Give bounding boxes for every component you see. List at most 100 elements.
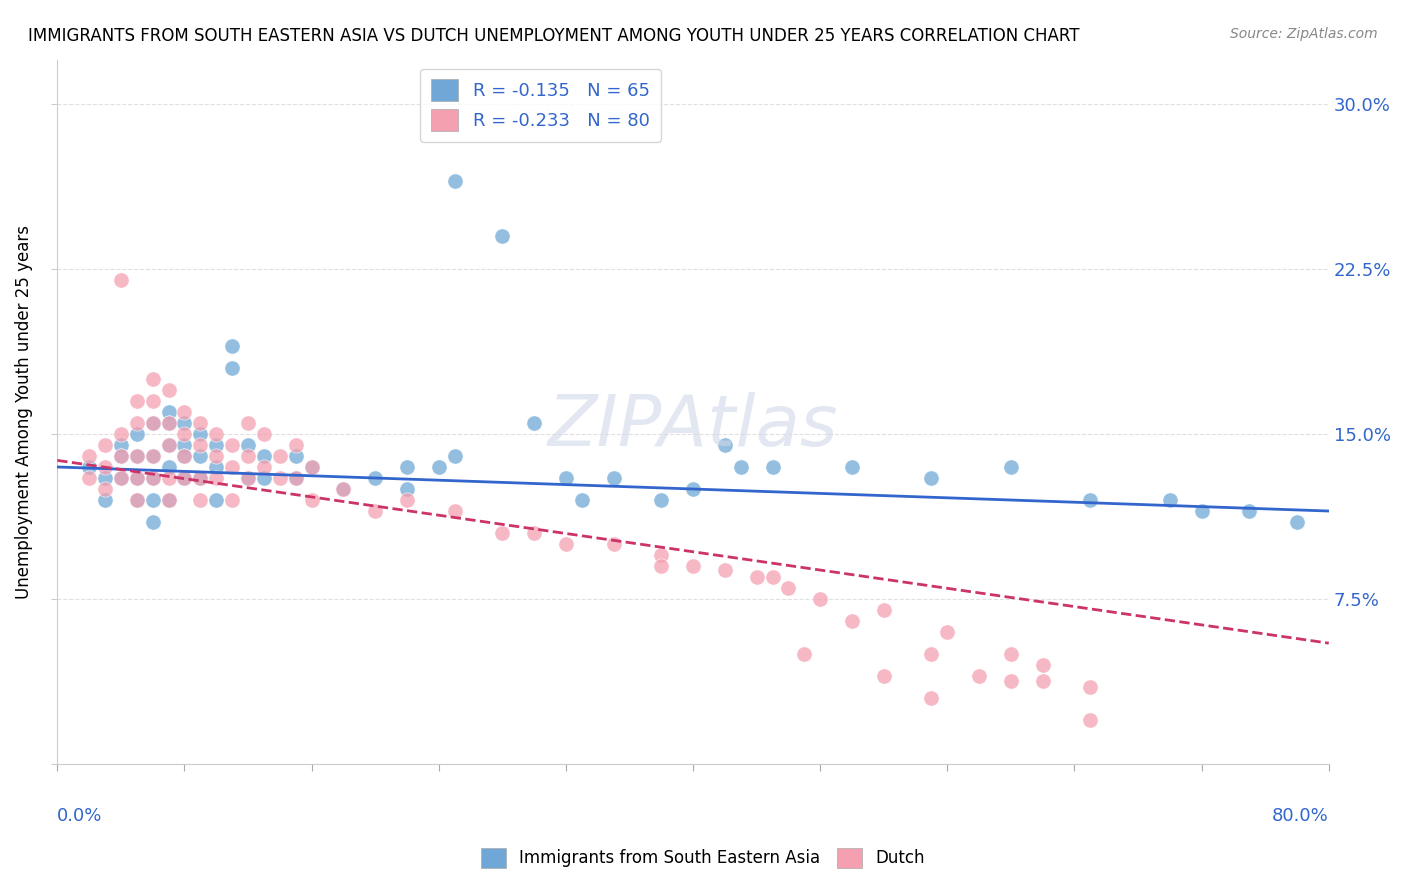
Point bbox=[395, 460, 418, 475]
Point bbox=[253, 449, 276, 463]
Point bbox=[125, 426, 148, 441]
Point bbox=[236, 438, 259, 452]
Point bbox=[188, 471, 211, 485]
Point bbox=[1000, 647, 1022, 661]
Point bbox=[142, 471, 165, 485]
Point bbox=[142, 372, 165, 386]
Point bbox=[364, 504, 387, 518]
Point bbox=[142, 493, 165, 508]
Point bbox=[761, 460, 783, 475]
Text: Source: ZipAtlas.com: Source: ZipAtlas.com bbox=[1230, 27, 1378, 41]
Point bbox=[745, 570, 768, 584]
Point bbox=[110, 471, 132, 485]
Point bbox=[443, 174, 465, 188]
Point bbox=[205, 471, 228, 485]
Point bbox=[284, 438, 307, 452]
Point bbox=[142, 416, 165, 430]
Point bbox=[157, 416, 180, 430]
Point bbox=[301, 460, 323, 475]
Point bbox=[157, 438, 180, 452]
Point bbox=[157, 405, 180, 419]
Point bbox=[1285, 515, 1308, 529]
Point bbox=[920, 691, 942, 706]
Point bbox=[554, 471, 576, 485]
Point bbox=[110, 273, 132, 287]
Point bbox=[443, 449, 465, 463]
Point bbox=[221, 339, 243, 353]
Point bbox=[221, 438, 243, 452]
Point bbox=[571, 493, 593, 508]
Point bbox=[94, 493, 117, 508]
Point bbox=[873, 603, 896, 617]
Point bbox=[110, 471, 132, 485]
Point bbox=[236, 449, 259, 463]
Point bbox=[1000, 460, 1022, 475]
Point bbox=[236, 471, 259, 485]
Point bbox=[236, 471, 259, 485]
Point bbox=[157, 471, 180, 485]
Point bbox=[125, 471, 148, 485]
Point bbox=[395, 493, 418, 508]
Point bbox=[77, 460, 100, 475]
Point bbox=[491, 526, 513, 541]
Point bbox=[188, 426, 211, 441]
Point bbox=[125, 449, 148, 463]
Point bbox=[77, 471, 100, 485]
Point bbox=[761, 570, 783, 584]
Point bbox=[650, 559, 672, 574]
Point bbox=[1159, 493, 1181, 508]
Point bbox=[157, 493, 180, 508]
Point bbox=[491, 228, 513, 243]
Point bbox=[157, 493, 180, 508]
Point bbox=[602, 471, 624, 485]
Point bbox=[301, 493, 323, 508]
Point bbox=[778, 581, 800, 595]
Point bbox=[94, 471, 117, 485]
Point bbox=[602, 537, 624, 551]
Point bbox=[173, 449, 195, 463]
Point bbox=[173, 471, 195, 485]
Point bbox=[1239, 504, 1261, 518]
Point bbox=[142, 471, 165, 485]
Point bbox=[173, 471, 195, 485]
Point bbox=[205, 426, 228, 441]
Point bbox=[841, 614, 863, 628]
Point bbox=[427, 460, 450, 475]
Point bbox=[221, 360, 243, 375]
Point bbox=[125, 416, 148, 430]
Point bbox=[125, 493, 148, 508]
Point bbox=[730, 460, 752, 475]
Text: 80.0%: 80.0% bbox=[1272, 806, 1329, 824]
Point bbox=[188, 416, 211, 430]
Point bbox=[395, 482, 418, 496]
Point bbox=[1080, 713, 1102, 727]
Point bbox=[110, 449, 132, 463]
Point bbox=[1032, 673, 1054, 688]
Point bbox=[332, 482, 354, 496]
Legend: Immigrants from South Eastern Asia, Dutch: Immigrants from South Eastern Asia, Dutc… bbox=[474, 841, 932, 875]
Point bbox=[808, 592, 831, 607]
Point bbox=[188, 493, 211, 508]
Point bbox=[125, 449, 148, 463]
Point bbox=[110, 449, 132, 463]
Point bbox=[284, 471, 307, 485]
Point bbox=[1191, 504, 1213, 518]
Point bbox=[157, 460, 180, 475]
Point bbox=[157, 438, 180, 452]
Point bbox=[221, 493, 243, 508]
Point bbox=[173, 438, 195, 452]
Point bbox=[873, 669, 896, 683]
Point bbox=[1000, 673, 1022, 688]
Point bbox=[936, 625, 959, 640]
Point bbox=[1032, 658, 1054, 673]
Point bbox=[793, 647, 815, 661]
Point bbox=[920, 647, 942, 661]
Point bbox=[301, 460, 323, 475]
Point bbox=[1080, 493, 1102, 508]
Point bbox=[332, 482, 354, 496]
Point bbox=[94, 438, 117, 452]
Point bbox=[253, 471, 276, 485]
Point bbox=[841, 460, 863, 475]
Point bbox=[253, 460, 276, 475]
Point bbox=[157, 416, 180, 430]
